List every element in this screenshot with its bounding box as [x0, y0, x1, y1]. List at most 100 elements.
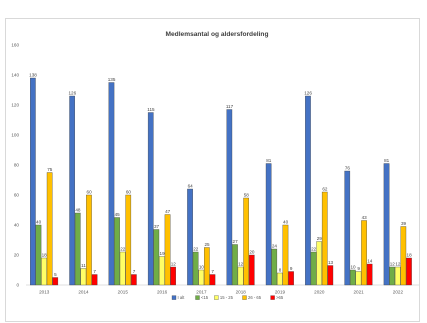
- data-label: 9: [290, 266, 293, 271]
- data-label: 24: [272, 243, 278, 248]
- bar-1525-2020: [316, 241, 322, 286]
- bar-15-2016: [153, 229, 160, 286]
- bar-1525-2021: [355, 271, 362, 286]
- bar-chart: Medlemsantal og aldersfordeling 0 20 40 60 8…: [11, 31, 419, 300]
- bar-ialt-2018: [226, 109, 233, 286]
- data-label: 117: [226, 104, 234, 109]
- bar-ialt-2017: [187, 188, 193, 286]
- bar-1525-2022: [394, 266, 401, 286]
- data-label: 10: [199, 264, 205, 269]
- data-label: 43: [362, 215, 368, 220]
- x-tick-label: 2019: [275, 290, 286, 295]
- data-label: 29: [317, 236, 323, 241]
- bar-65-2016: [170, 266, 176, 286]
- bar-15-2021: [350, 269, 356, 286]
- bar-2665-2018: [243, 197, 249, 286]
- bar-15-2017: [192, 251, 199, 286]
- data-label: 18: [42, 252, 48, 257]
- legend-swatch: [270, 295, 275, 300]
- x-tick-label: 2015: [118, 290, 129, 295]
- y-axis-ticks: 0 20 40 60 80 100 120 140 160: [11, 43, 19, 288]
- data-label: 12: [395, 261, 401, 266]
- data-label: 60: [126, 189, 132, 194]
- data-label: 39: [401, 221, 407, 226]
- legend-swatch: [214, 295, 219, 300]
- x-tick-label: 2016: [157, 290, 168, 295]
- data-label: 9: [357, 266, 360, 271]
- bar-1525-2018: [237, 266, 244, 286]
- bar-2665-2021: [361, 220, 367, 286]
- data-label: 45: [115, 212, 121, 217]
- chart-title: Medlemsantal og aldersfordeling: [166, 31, 269, 38]
- data-label: 48: [75, 207, 81, 212]
- y-tick-label: 0: [16, 283, 19, 288]
- bar-15-2015: [114, 217, 120, 286]
- legend: I alt <15 15 - 25 26 - 65 >65: [171, 295, 284, 300]
- bar-15-2013: [35, 224, 42, 286]
- bar-65-2014: [91, 274, 98, 286]
- data-label: 135: [108, 77, 116, 82]
- data-label: 11: [81, 263, 86, 268]
- legend-swatch: [195, 295, 200, 300]
- bar-15-2018: [232, 244, 238, 286]
- bar-ialt-2020: [305, 95, 311, 286]
- data-label: 19: [160, 251, 166, 256]
- bar-15-2019: [271, 248, 278, 286]
- data-label: 58: [244, 192, 250, 197]
- x-tick-label: 2022: [393, 290, 404, 295]
- y-tick-label: 140: [11, 73, 19, 78]
- data-label: 13: [328, 260, 334, 265]
- data-label: 12: [238, 261, 244, 266]
- y-tick-label: 100: [11, 133, 19, 138]
- y-tick-label: 60: [14, 193, 20, 198]
- data-label: 22: [311, 246, 317, 251]
- y-tick-label: 160: [11, 43, 19, 48]
- bar-1525-2019: [277, 272, 283, 286]
- legend-label: >65: [276, 295, 284, 300]
- data-label: 7: [211, 269, 214, 274]
- data-label: 76: [345, 165, 351, 170]
- y-tick-label: 80: [14, 163, 20, 168]
- data-label: 7: [133, 269, 136, 274]
- bar-2665-2020: [321, 191, 328, 286]
- data-label: 60: [87, 189, 93, 194]
- data-label: 37: [154, 224, 160, 229]
- bar-2665-2017: [204, 247, 210, 286]
- data-label: 126: [68, 90, 76, 95]
- data-label: 10: [350, 264, 356, 269]
- data-label: 22: [193, 246, 199, 251]
- x-tick-label: 2013: [39, 290, 50, 295]
- data-label: 27: [233, 239, 239, 244]
- data-label: 8: [279, 267, 282, 272]
- bar-2665-2015: [125, 194, 132, 286]
- data-label: 18: [407, 252, 413, 257]
- bar-65-2021: [366, 263, 373, 286]
- bar-65-2018: [248, 254, 255, 286]
- data-label: 22: [120, 246, 126, 251]
- x-tick-label: 2017: [196, 290, 207, 295]
- bar-ialt-2013: [30, 77, 36, 286]
- bar-65-2017: [209, 274, 216, 286]
- bar-65-2022: [406, 257, 412, 286]
- x-tick-label: 2014: [78, 290, 89, 295]
- bar-1525-2017: [198, 269, 205, 286]
- data-label: 81: [266, 158, 272, 163]
- bar-ialt-2014: [69, 95, 75, 286]
- x-axis-ticks: 2013 2014 2015 2016 2017 2018 2019 2020 2021 2022: [39, 290, 403, 295]
- bar-ialt-2015: [108, 82, 115, 286]
- legend-swatch: [242, 295, 247, 300]
- bar-65-2013: [52, 277, 59, 286]
- data-label: 12: [171, 261, 177, 266]
- bar-65-2015: [131, 274, 137, 286]
- bar-ialt-2022: [383, 163, 390, 286]
- data-label: 138: [29, 72, 37, 77]
- bars: [30, 77, 412, 286]
- bar-65-2020: [327, 265, 334, 286]
- data-label: 47: [165, 209, 171, 214]
- data-label: 25: [204, 242, 210, 247]
- legend-label: 15 - 25: [220, 295, 234, 300]
- bar-2665-2022: [400, 226, 407, 286]
- data-labels: 1384018755126481160713545226071153719471…: [29, 72, 413, 276]
- data-label: 14: [367, 258, 373, 263]
- data-label: 62: [322, 186, 328, 191]
